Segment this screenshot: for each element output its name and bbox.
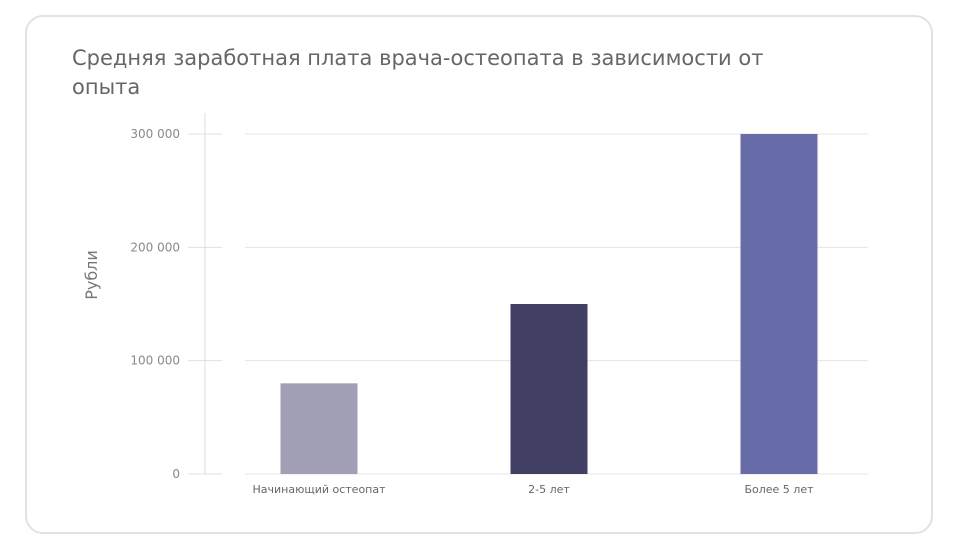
y-tick-label: 200 000 (130, 240, 180, 254)
bar-2 (510, 304, 588, 474)
y-tick-label: 0 (172, 467, 180, 481)
bar-3 (740, 134, 818, 474)
bar-1 (280, 383, 358, 474)
y-tick-label: 300 000 (130, 127, 180, 141)
x-tick-label: 2-5 лет (528, 483, 570, 496)
x-tick-label: Начинающий остеопат (252, 483, 386, 496)
y-tick-label: 100 000 (130, 354, 180, 368)
y-axis-label: Рубли (82, 250, 101, 300)
chart-title: Средняя заработная плата врача-остеопата… (72, 46, 764, 99)
x-tick-label: Более 5 лет (744, 483, 814, 496)
